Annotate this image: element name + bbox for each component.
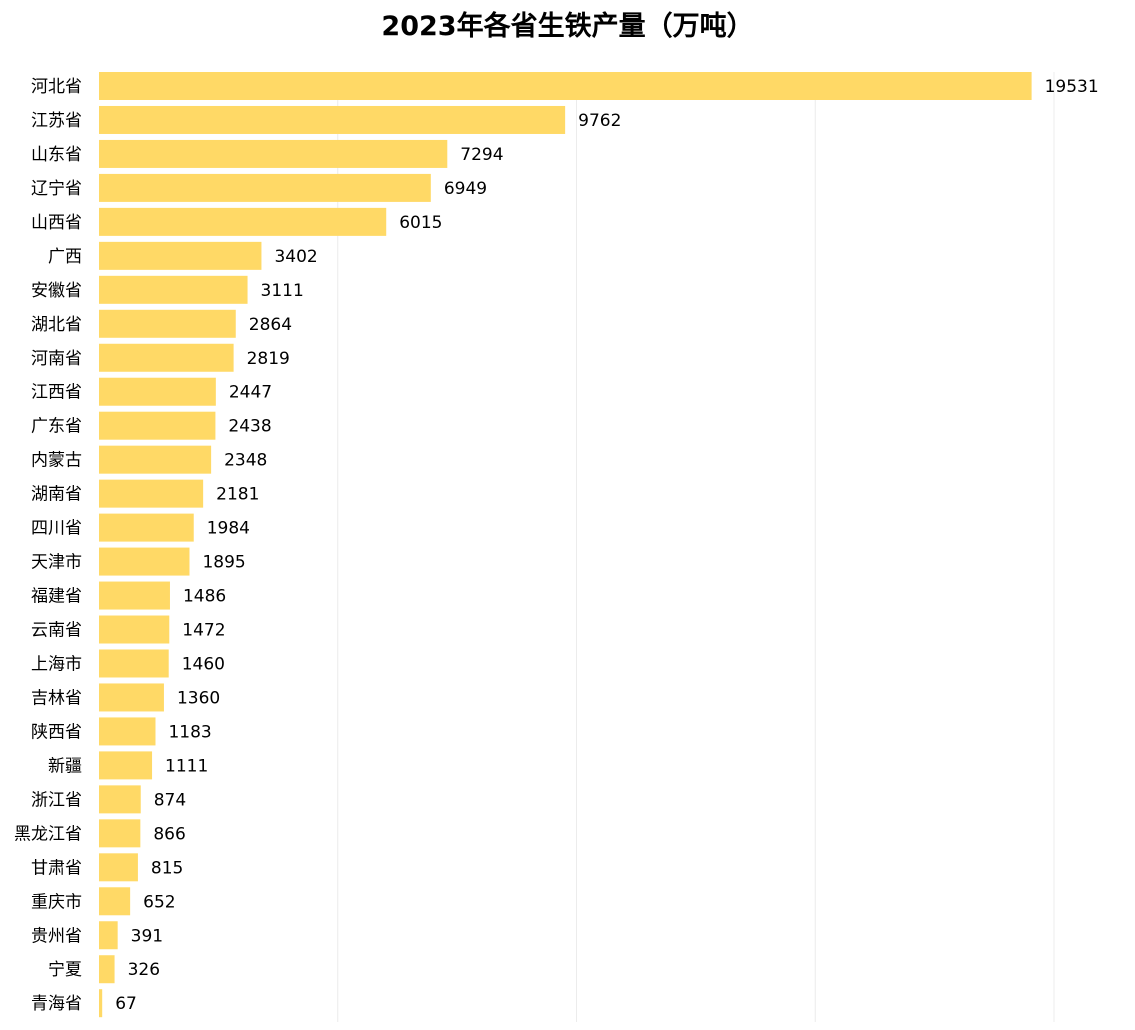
value-label: 326 — [128, 960, 160, 980]
category-label: 天津市 — [31, 553, 82, 573]
value-label: 2348 — [224, 451, 267, 471]
category-label: 青海省 — [31, 994, 82, 1014]
bar — [99, 887, 131, 916]
bar — [99, 105, 566, 134]
bar — [99, 615, 170, 644]
value-label: 1460 — [182, 654, 225, 674]
value-label: 815 — [151, 858, 183, 878]
bar — [99, 683, 164, 712]
category-label: 内蒙古 — [31, 451, 82, 471]
value-label: 3111 — [261, 281, 304, 301]
bar — [99, 241, 262, 270]
bar — [99, 649, 169, 678]
value-label: 2447 — [229, 383, 272, 403]
bar — [99, 173, 431, 202]
chart-title: 2023年各省生铁产量（万吨） — [381, 11, 754, 42]
bar — [99, 343, 234, 372]
category-label: 广西 — [48, 247, 82, 267]
category-label: 广东省 — [31, 417, 82, 437]
bar — [99, 955, 115, 984]
bar — [99, 581, 170, 610]
value-label: 1486 — [183, 587, 226, 607]
bar — [99, 513, 194, 542]
category-label: 山东省 — [31, 145, 82, 165]
value-label: 7294 — [460, 145, 503, 165]
category-label: 吉林省 — [31, 688, 82, 708]
category-label: 上海市 — [31, 654, 82, 674]
bar — [99, 445, 212, 474]
category-label: 甘肃省 — [31, 858, 82, 878]
bar — [99, 479, 204, 508]
bar — [99, 377, 216, 406]
bar — [99, 207, 387, 236]
value-label: 2864 — [249, 315, 292, 335]
category-label: 江苏省 — [31, 111, 82, 131]
value-label: 2181 — [216, 485, 259, 505]
category-label: 河南省 — [31, 349, 82, 369]
value-label: 2819 — [247, 349, 290, 369]
bar — [99, 989, 103, 1018]
bars — [99, 72, 1032, 1018]
bar — [99, 921, 118, 950]
value-label: 6949 — [444, 179, 487, 199]
bar — [99, 785, 141, 814]
category-label: 河北省 — [31, 77, 82, 97]
category-label: 辽宁省 — [31, 179, 82, 199]
bar — [99, 139, 448, 168]
category-label: 浙江省 — [31, 790, 82, 810]
category-label: 安徽省 — [31, 281, 82, 301]
bar — [99, 309, 236, 338]
category-label: 重庆市 — [31, 892, 82, 912]
category-label: 陕西省 — [31, 722, 82, 742]
category-label: 湖北省 — [31, 315, 82, 335]
bar — [99, 751, 153, 780]
bar — [99, 717, 156, 746]
category-labels: 河北省江苏省山东省辽宁省山西省广西安徽省湖北省河南省江西省广东省内蒙古湖南省四川… — [14, 77, 82, 1014]
category-label: 黑龙江省 — [14, 824, 82, 844]
category-label: 四川省 — [31, 519, 82, 539]
category-label: 云南省 — [31, 621, 82, 641]
value-label: 1183 — [168, 722, 211, 742]
bar — [99, 853, 138, 882]
value-label: 6015 — [399, 213, 442, 233]
value-label: 19531 — [1045, 77, 1099, 97]
bar — [99, 819, 141, 848]
category-label: 新疆 — [48, 756, 82, 776]
value-label: 1472 — [182, 621, 225, 641]
category-label: 山西省 — [31, 213, 82, 233]
value-label: 874 — [154, 790, 186, 810]
category-label: 贵州省 — [31, 926, 82, 946]
value-label: 391 — [131, 926, 163, 946]
bar — [99, 547, 190, 576]
value-label: 2438 — [228, 417, 271, 437]
category-label: 福建省 — [31, 587, 82, 607]
value-label: 1984 — [207, 519, 250, 539]
grid-lines — [337, 72, 1055, 1022]
bar — [99, 411, 216, 440]
value-label: 866 — [153, 824, 185, 844]
value-label: 1360 — [177, 688, 220, 708]
bar — [99, 72, 1032, 100]
bar — [99, 275, 248, 304]
value-label: 1111 — [165, 756, 208, 776]
value-label: 3402 — [274, 247, 317, 267]
category-label: 江西省 — [31, 383, 82, 403]
value-label: 9762 — [578, 111, 621, 131]
value-label: 652 — [143, 892, 175, 912]
category-label: 宁夏 — [48, 960, 82, 980]
value-label: 1895 — [202, 553, 245, 573]
category-label: 湖南省 — [31, 485, 82, 505]
value-label: 67 — [115, 994, 137, 1014]
